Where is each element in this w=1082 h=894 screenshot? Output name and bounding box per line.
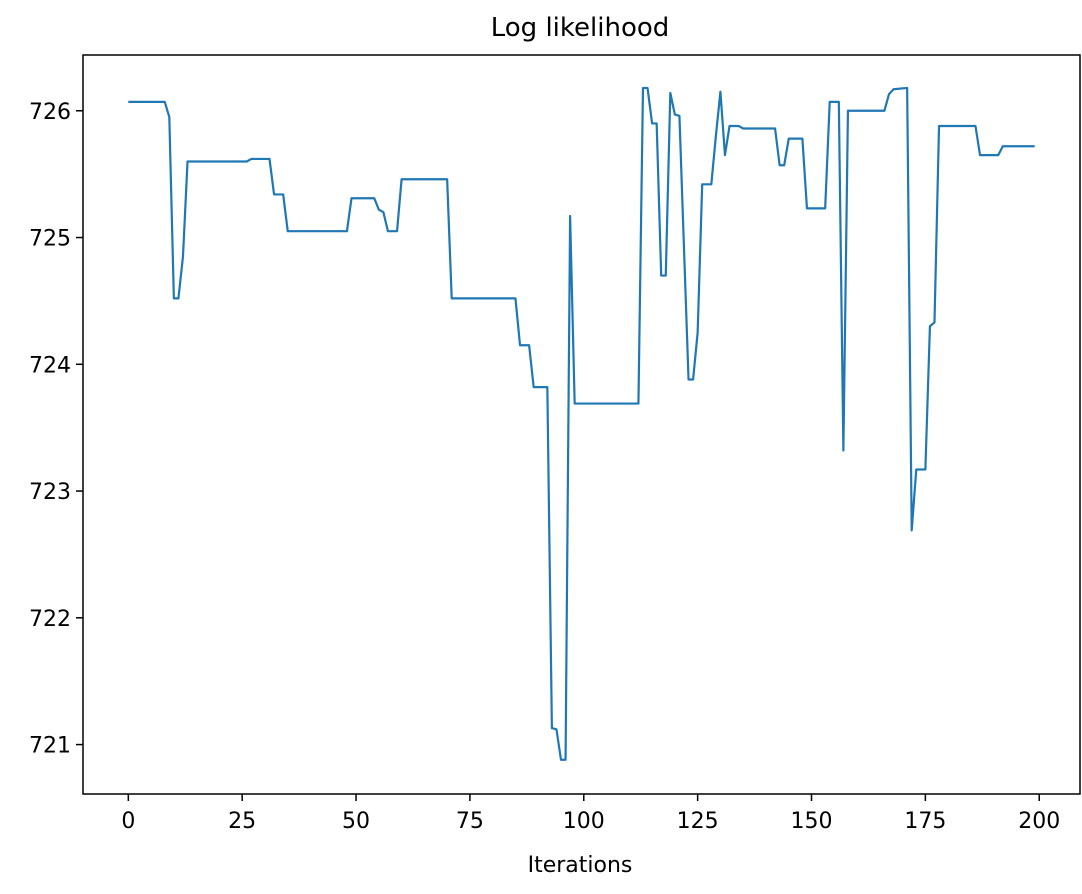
plot-frame bbox=[82, 54, 1081, 795]
y-tick-label: 724 bbox=[29, 353, 71, 378]
chart-title: Log likelihood bbox=[491, 13, 670, 43]
x-tick-label: 0 bbox=[121, 809, 135, 834]
y-tick-label: 726 bbox=[29, 100, 71, 125]
x-tick-label: 125 bbox=[677, 809, 719, 834]
x-tick-label: 150 bbox=[791, 809, 833, 834]
x-tick-label: 200 bbox=[1018, 809, 1060, 834]
y-tick-label: 725 bbox=[29, 227, 71, 252]
y-tick-label: 721 bbox=[29, 734, 71, 759]
x-tick-label: 25 bbox=[228, 809, 256, 834]
y-tick-label: 722 bbox=[29, 607, 71, 632]
x-axis-label: Iterations bbox=[528, 853, 633, 878]
x-tick-label: 175 bbox=[904, 809, 946, 834]
y-tick-label: 723 bbox=[29, 480, 71, 505]
line-series bbox=[128, 86, 1035, 761]
x-tick-label: 75 bbox=[456, 809, 484, 834]
x-tick-label: 50 bbox=[342, 809, 370, 834]
x-tick-label: 100 bbox=[563, 809, 605, 834]
